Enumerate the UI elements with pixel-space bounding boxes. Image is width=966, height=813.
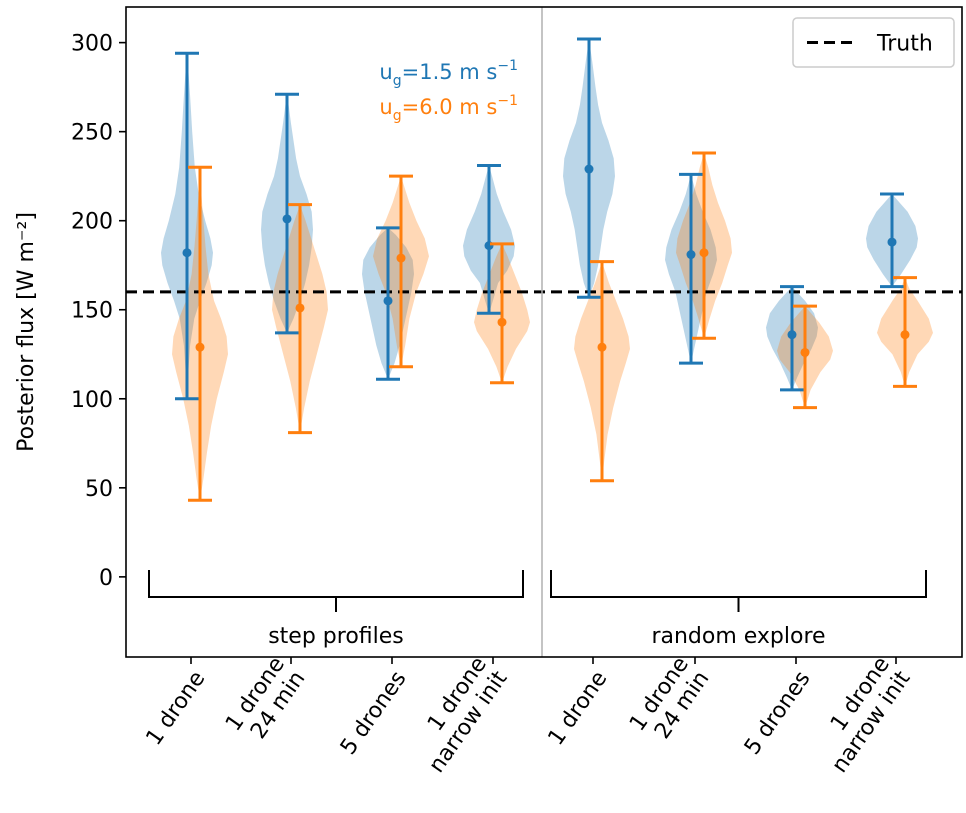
group-label-0: step profiles — [268, 624, 404, 649]
median-point-s0-c2 — [383, 296, 393, 306]
median-point-s1-c5 — [699, 248, 709, 258]
axes: 0 50 100 150 200 250 300 Posterior flux [W m⁻²]… — [14, 6, 963, 778]
series-annotation-0: ug=1.5 m s−1 — [379, 58, 518, 89]
x-tick-label-6: 5 drones — [740, 667, 815, 760]
group-bracket-1 — [550, 570, 927, 598]
median-point-s0-c7 — [887, 237, 897, 247]
series-annotation-1-part-2: =6.0 m s — [402, 95, 498, 119]
x-tick-label-0: 1 drone — [142, 667, 211, 751]
legend-truth-label: Truth — [876, 32, 933, 57]
median-point-s0-c4 — [584, 164, 594, 174]
x-tick-label-2: 5 drones — [336, 667, 411, 760]
violin-layer — [161, 39, 933, 501]
series-annotation-1: ug=6.0 m s−1 — [379, 93, 518, 124]
y-tick-label-0: 0 — [99, 566, 113, 591]
series-annotation-1-part-1: g — [393, 108, 402, 124]
series-annotation-0-part-0: u — [379, 60, 392, 84]
median-point-s1-c7 — [900, 330, 910, 340]
legend-box — [792, 17, 955, 68]
group-bracket-0 — [148, 570, 524, 598]
series-annotations: ug=1.5 m s−1ug=6.0 m s−1 — [379, 58, 518, 124]
x-tick-label-0-line-0: 1 drone — [142, 667, 211, 751]
series-annotation-1-part-3: −1 — [497, 93, 518, 109]
x-tick-label-2-line-0: 5 drones — [336, 667, 411, 760]
median-point-s1-c4 — [597, 342, 607, 352]
series-annotation-0-part-3: −1 — [497, 58, 518, 74]
y-tick-label-4: 200 — [71, 210, 113, 235]
median-point-s0-c0 — [182, 248, 192, 258]
median-point-s0-c1 — [282, 214, 292, 224]
y-axis-label: Posterior flux [W m⁻²] — [14, 212, 39, 452]
y-tick-label-3: 150 — [71, 299, 113, 324]
y-tick-label-5: 250 — [71, 121, 113, 146]
series-annotation-0-part-2: =1.5 m s — [402, 60, 498, 84]
plot-frame — [125, 6, 963, 658]
median-point-s1-c0 — [195, 342, 205, 352]
x-tick-label-6-line-0: 5 drones — [740, 667, 815, 760]
median-point-s0-c5 — [686, 250, 696, 260]
y-tick-label-1: 50 — [85, 477, 113, 502]
median-point-s1-c1 — [295, 303, 305, 313]
median-point-s1-c2 — [396, 253, 406, 263]
errorbar-layer — [175, 37, 917, 502]
median-point-s1-c3 — [497, 317, 507, 327]
series-annotation-0-part-1: g — [393, 73, 402, 89]
y-tick-label-6: 300 — [71, 32, 113, 57]
x-tick-label-4: 1 drone — [544, 667, 613, 751]
median-point-s0-c6 — [787, 330, 797, 340]
group-brackets: step profiles random explore — [148, 570, 927, 649]
group-label-1: random explore — [651, 624, 825, 649]
median-point-s1-c6 — [800, 347, 810, 357]
series-annotation-1-part-0: u — [379, 95, 392, 119]
y-tick-label-2: 100 — [71, 388, 113, 413]
x-tick-label-4-line-0: 1 drone — [544, 667, 613, 751]
legend: Truth — [792, 17, 955, 68]
